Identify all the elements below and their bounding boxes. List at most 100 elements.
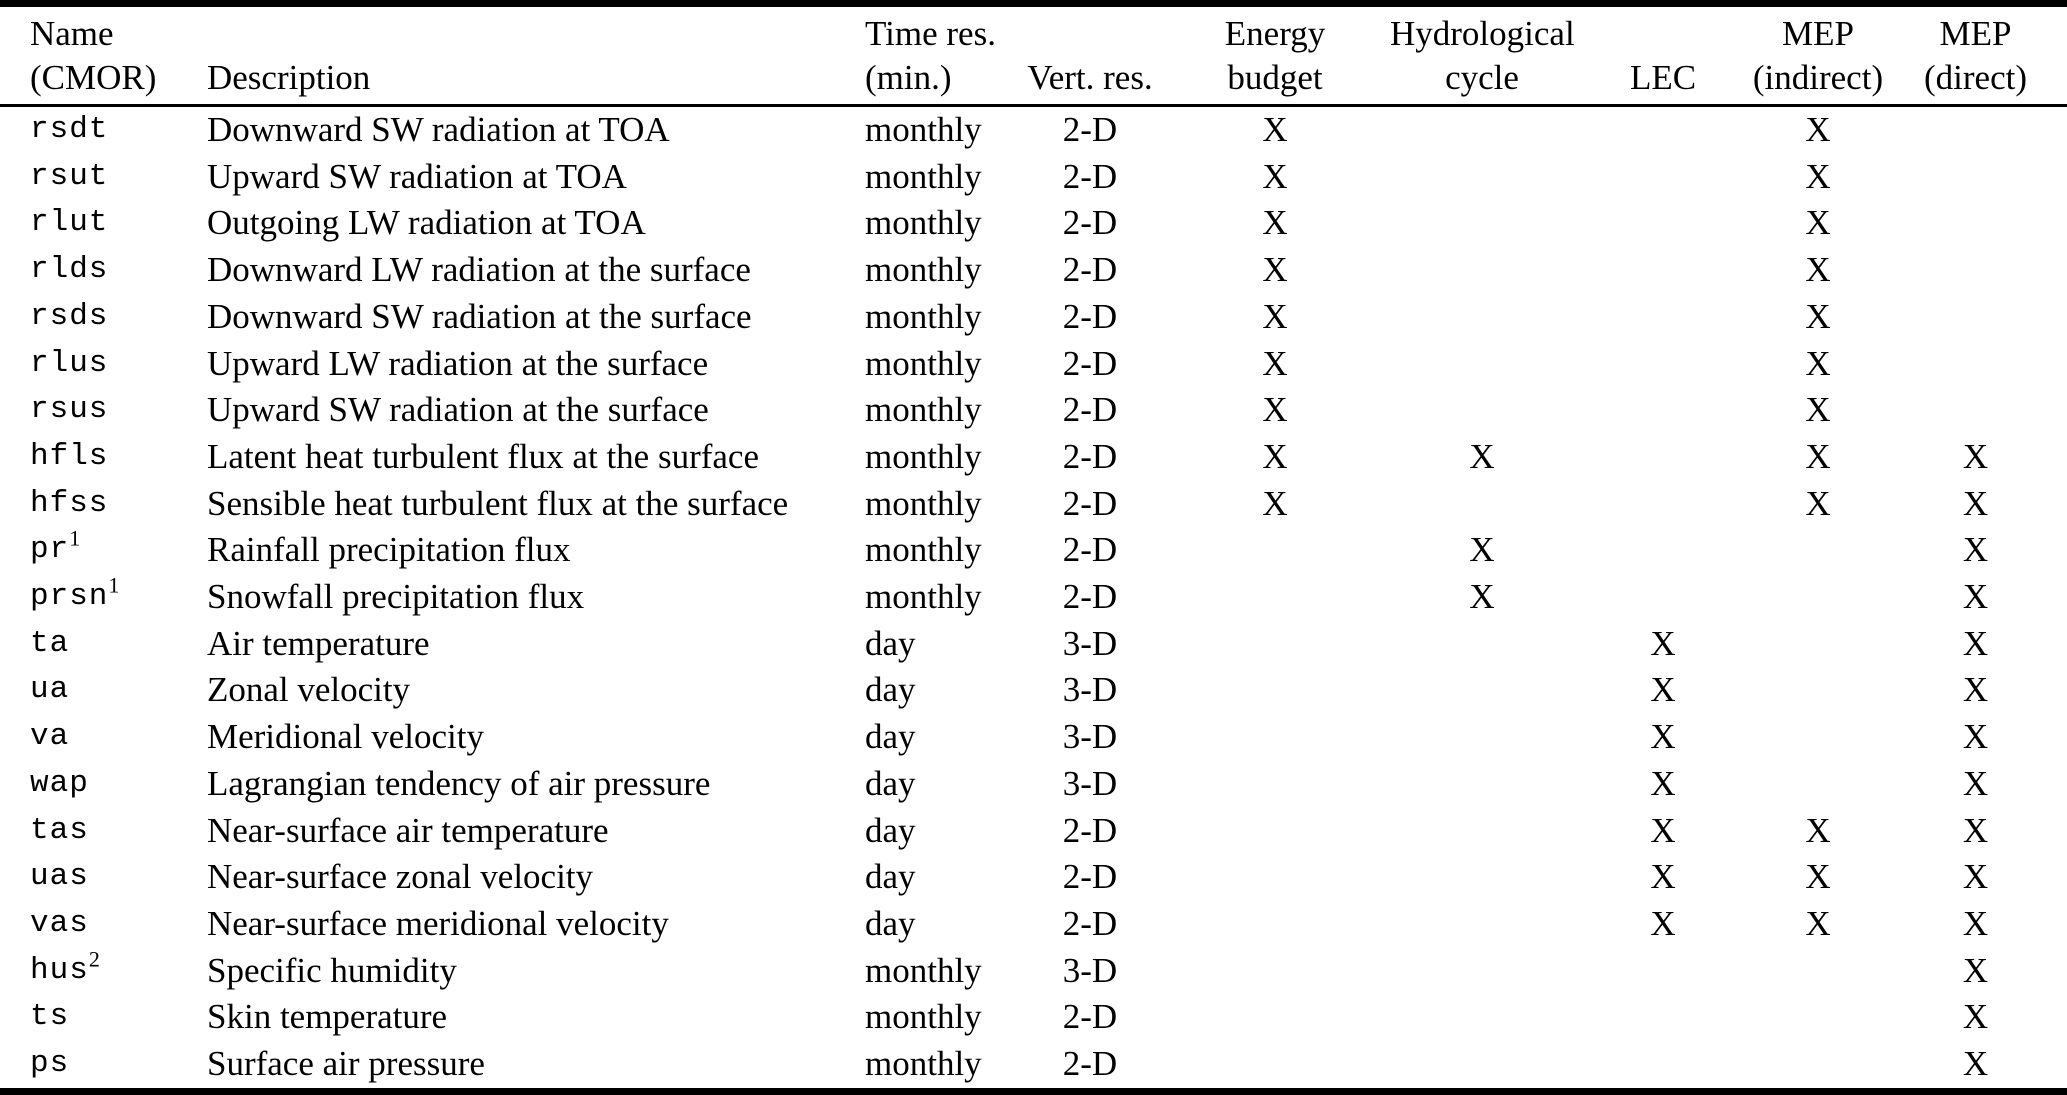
- table-cell-mep-direct: X: [1962, 950, 1989, 990]
- header-line: LEC: [1629, 58, 1697, 97]
- cmor-variable-name: rsut: [30, 158, 109, 194]
- header-line: MEP: [1782, 14, 1854, 53]
- table-cell-hydrological-cycle: [1390, 854, 1574, 901]
- table-cell-time-res: monthly: [865, 950, 982, 990]
- table-cell-energy-budget: [1160, 808, 1390, 855]
- table-cell-hydrological-cycle: [1390, 808, 1574, 855]
- table-cell-name: hfss: [30, 481, 207, 528]
- table-row: uas Near-surface zonal velocity day 2-D X X X: [0, 854, 2067, 901]
- table-cell-description: Downward LW radiation at the surface: [207, 250, 751, 290]
- table-cell-time-res: day: [865, 717, 916, 757]
- table-cell-mep-direct: X: [1962, 623, 1989, 663]
- table-cell-time-res: monthly: [865, 203, 982, 243]
- table-cell-description: Upward SW radiation at the surface: [207, 390, 709, 430]
- cmor-variable-name: ua: [30, 672, 70, 708]
- table-cell-time-res: monthly: [865, 436, 982, 476]
- table-cell-lec: [1574, 247, 1752, 294]
- cmor-variable-name: prsn: [30, 579, 109, 615]
- table-cell-description: Near-surface zonal velocity: [207, 857, 594, 897]
- table-cell-description: Meridional velocity: [207, 717, 485, 757]
- table-row: prsn1 Snowfall precipitation flux monthly 2…: [0, 574, 2067, 621]
- header-line: cycle: [1445, 58, 1519, 97]
- table-cell-lec: X: [1650, 623, 1676, 663]
- table-cell-description: Upward SW radiation at TOA: [207, 156, 627, 196]
- table-cell-name: ta: [30, 621, 207, 668]
- col-header-lec: LEC: [1574, 56, 1752, 100]
- cmor-variable-name: ta: [30, 625, 70, 661]
- table-cell-mep-indirect: [1752, 527, 1884, 574]
- table-cell-lec: [1574, 527, 1752, 574]
- header-line: Energy: [1224, 14, 1326, 53]
- table-cell-description: Zonal velocity: [207, 670, 411, 710]
- table-row: hfss Sensible heat turbulent flux at the …: [0, 481, 2067, 528]
- table-cell-hydrological-cycle: [1390, 481, 1574, 528]
- table-cell-energy-budget: [1160, 527, 1390, 574]
- table-cell-hydrological-cycle: [1390, 107, 1574, 154]
- table-cell-energy-budget: [1160, 854, 1390, 901]
- table-cell-hydrological-cycle: [1390, 761, 1574, 808]
- table-cell-hydrological-cycle: X: [1469, 436, 1495, 476]
- table-cell-description: Lagrangian tendency of air pressure: [207, 763, 711, 803]
- table-cell-hydrological-cycle: [1390, 948, 1574, 995]
- table-cell-vert-res: 2-D: [1062, 390, 1118, 430]
- table-cell-vert-res: 3-D: [1062, 763, 1118, 803]
- table-cell-time-res: monthly: [865, 110, 982, 149]
- table-cell-mep-indirect: X: [1805, 203, 1831, 243]
- table-cell-lec: [1574, 154, 1752, 201]
- table-cell-mep-indirect: X: [1805, 110, 1831, 149]
- cmor-variable-name: vas: [30, 905, 89, 941]
- table-cell-hydrological-cycle: [1390, 341, 1574, 388]
- table-cell-hydrological-cycle: [1390, 1041, 1574, 1088]
- table-cell-mep-indirect: [1752, 714, 1884, 761]
- table-row: rsds Downward SW radiation at the surface…: [0, 294, 2067, 341]
- header-line: Hydrological: [1390, 14, 1575, 53]
- table-cell-mep-indirect: [1752, 1041, 1884, 1088]
- table-cell-name: wap: [30, 761, 207, 808]
- table-row: rlds Downward LW radiation at the surface…: [0, 247, 2067, 294]
- cmor-variable-name: wap: [30, 765, 89, 801]
- header-divider-rule: [0, 104, 2067, 107]
- table-cell-energy-budget: [1160, 574, 1390, 621]
- table-cell-hydrological-cycle: [1390, 200, 1574, 247]
- table-cell-vert-res: 2-D: [1062, 483, 1118, 523]
- cmor-variable-name: rsdt: [30, 112, 109, 147]
- table-cell-hydrological-cycle: [1390, 621, 1574, 668]
- table-cell-time-res: monthly: [865, 343, 982, 383]
- table-cell-mep-direct: [1884, 107, 2067, 154]
- table-cell-name: va: [30, 714, 207, 761]
- table-cell-description: Snowfall precipitation flux: [207, 577, 585, 617]
- table-cell-time-res: monthly: [865, 390, 982, 430]
- table-cell-hydrological-cycle: [1390, 154, 1574, 201]
- table-cell-lec: [1574, 481, 1752, 528]
- table-cell-description: Outgoing LW radiation at TOA: [207, 203, 646, 243]
- table-cell-vert-res: 2-D: [1062, 203, 1118, 243]
- table-cell-hydrological-cycle: [1390, 247, 1574, 294]
- cmor-variable-name: uas: [30, 859, 89, 895]
- table-cell-vert-res: 2-D: [1062, 436, 1118, 476]
- table-cell-lec: [1574, 200, 1752, 247]
- table-cell-energy-budget: [1160, 948, 1390, 995]
- table-cell-time-res: monthly: [865, 156, 982, 196]
- table-cell-energy-budget: [1160, 761, 1390, 808]
- table-cell-mep-direct: X: [1962, 857, 1989, 897]
- table-cell-mep-indirect: [1752, 621, 1884, 668]
- table-cell-mep-direct: X: [1962, 530, 1989, 570]
- table-cell-name: rlds: [30, 247, 207, 294]
- table-cell-mep-direct: X: [1962, 670, 1989, 710]
- table-bottom-rule: [0, 1087, 2067, 1095]
- table-cell-hydrological-cycle: X: [1469, 577, 1495, 617]
- table-row: hus2 Specific humidity monthly 3-D X: [0, 948, 2067, 995]
- cmor-variable-name: hus: [30, 952, 89, 988]
- table-cell-vert-res: 3-D: [1062, 950, 1118, 990]
- table-cell-time-res: day: [865, 763, 916, 803]
- table-cell-vert-res: 3-D: [1062, 623, 1118, 663]
- table-row: rsut Upward SW radiation at TOA monthly 2-D…: [0, 154, 2067, 201]
- table-cell-hydrological-cycle: [1390, 994, 1574, 1041]
- table-row: rsus Upward SW radiation at the surface mo…: [0, 387, 2067, 434]
- table-cell-name: rsds: [30, 294, 207, 341]
- table-cell-energy-budget: X: [1262, 436, 1288, 476]
- table-cell-mep-indirect: [1752, 761, 1884, 808]
- table-row: ps Surface air pressure monthly 2-D X: [0, 1041, 2067, 1088]
- table-cell-vert-res: 2-D: [1062, 296, 1118, 336]
- table-cell-time-res: monthly: [865, 250, 982, 290]
